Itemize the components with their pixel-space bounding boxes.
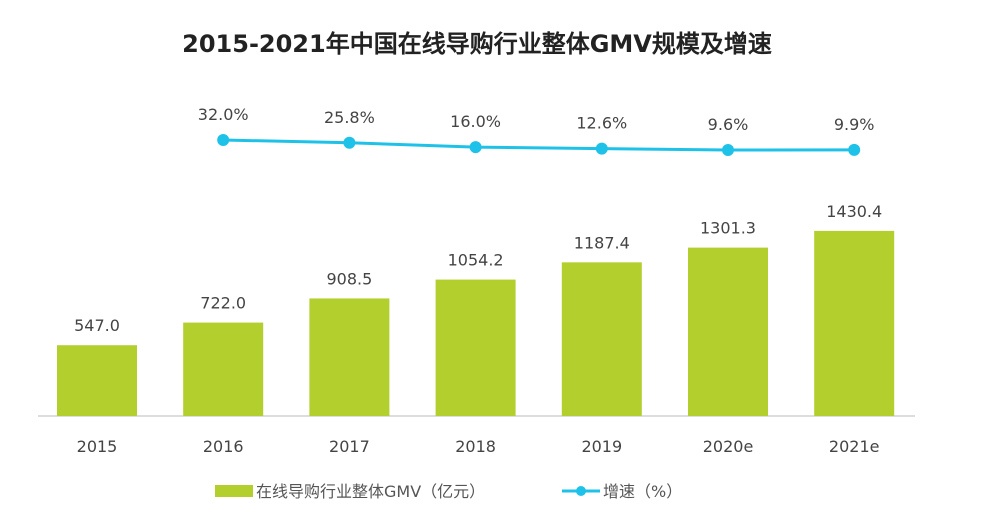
legend-line-marker — [576, 486, 586, 496]
growth-label-2016: 32.0% — [198, 105, 249, 124]
growth-label-2017: 25.8% — [324, 108, 375, 127]
growth-line — [223, 138, 855, 152]
legend-bar-swatch — [215, 485, 253, 497]
growth-label-2021e: 9.9% — [834, 115, 875, 134]
bar-2015 — [57, 345, 137, 416]
x-tick-2020e: 2020e — [703, 437, 754, 456]
bar-label-2017: 908.5 — [326, 269, 372, 288]
bar-2021e — [814, 230, 895, 416]
bar-label-2021e: 1430.4 — [826, 202, 882, 221]
bar-label-2015: 547.0 — [74, 316, 120, 335]
x-tick-2018: 2018 — [455, 437, 496, 456]
bar-2017 — [309, 298, 390, 416]
growth-point-2018 — [469, 141, 482, 154]
bar-2018 — [435, 279, 516, 416]
chart-title: 2015-2021年中国在线导购行业整体GMV规模及增速 — [182, 30, 772, 58]
legend-bar-label: 在线导购行业整体GMV（亿元） — [256, 482, 485, 501]
growth-point-2017 — [343, 136, 356, 149]
x-tick-2017: 2017 — [329, 437, 370, 456]
bar-2016 — [183, 322, 264, 416]
x-tick-2019: 2019 — [581, 437, 622, 456]
growth-point-2016 — [217, 134, 230, 147]
growth-point-2020e — [722, 144, 734, 156]
x-tick-2021e: 2021e — [829, 437, 880, 456]
bar-2020e — [688, 247, 768, 416]
growth-label-2020e: 9.6% — [708, 115, 749, 134]
bar-label-2019: 1187.4 — [574, 233, 630, 252]
growth-label-2018: 16.0% — [450, 112, 501, 131]
legend: 在线导购行业整体GMV（亿元） 增速（%） — [215, 482, 682, 501]
bar-label-2016: 722.0 — [200, 294, 246, 313]
growth-point-2021e — [848, 143, 861, 156]
growth-label-2019: 12.6% — [576, 114, 627, 133]
x-tick-2015: 2015 — [77, 437, 118, 456]
x-tick-2016: 2016 — [203, 437, 244, 456]
legend-line-label: 增速（%） — [603, 482, 682, 501]
growth-point-2019 — [595, 142, 608, 155]
bar-2019 — [561, 262, 642, 416]
bar-label-2018: 1054.2 — [448, 251, 504, 270]
bar-label-2020e: 1301.3 — [700, 219, 756, 238]
